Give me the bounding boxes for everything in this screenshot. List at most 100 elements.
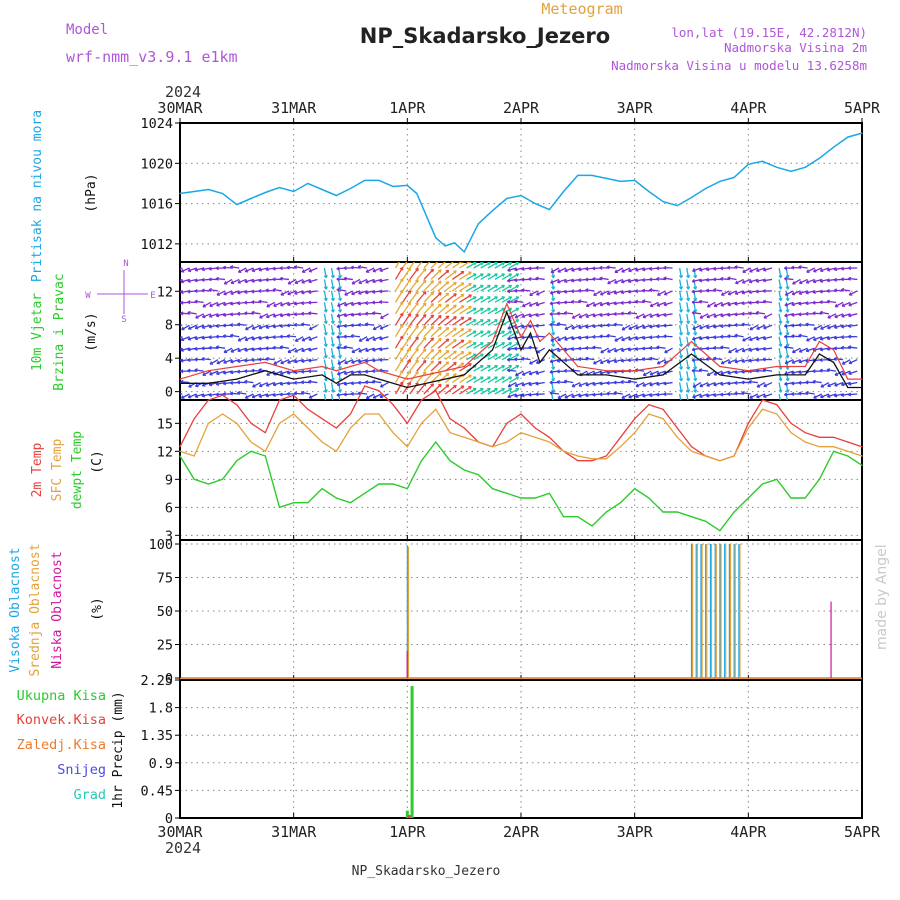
wind-arrow (301, 391, 311, 395)
wind-arrow (265, 358, 275, 361)
wind-arrow-head (272, 277, 276, 282)
wind-arrow (444, 361, 457, 372)
wind-arrow (813, 324, 823, 331)
temp-dewpt-point (690, 516, 693, 518)
wind-arrow-head (628, 268, 632, 273)
wind-arrow (735, 278, 744, 284)
wind-arrow (693, 313, 697, 324)
wind-arrow-head (792, 281, 796, 285)
wind-arrow-head (742, 269, 746, 273)
wind-arrow (635, 393, 645, 398)
wind-arrow-head (734, 291, 739, 296)
wind-arrow (237, 347, 247, 352)
temp-sfc-point (577, 455, 579, 457)
wind-arrow (508, 284, 520, 292)
pressure-point (790, 170, 792, 172)
wind-arrow-head (679, 343, 683, 347)
wind-arrow-head (748, 347, 753, 352)
wind-arrow (734, 359, 744, 363)
wind-arrow-head (563, 310, 568, 316)
pressure-point (847, 136, 849, 138)
pressure-point (662, 200, 664, 203)
wind-arrow (451, 328, 465, 338)
wind-arrow-head (308, 326, 313, 331)
wind-speed-alt-point (349, 365, 352, 368)
wind-speed-alt-point (506, 303, 508, 305)
precip-legend-graupel: Grad (73, 787, 106, 803)
wind-arrow-head (785, 309, 790, 313)
wind-arrow-head (453, 293, 457, 297)
wind-arrow-head (501, 364, 505, 369)
wind-arrow (820, 336, 830, 340)
wind-arrow (599, 335, 609, 338)
wind-arrow-head (705, 277, 710, 282)
wind-arrow-head (692, 326, 696, 330)
temp-2m-point (790, 422, 792, 424)
wind-arrow-head (286, 302, 291, 307)
wind-arrow-head (430, 360, 434, 364)
wind-arrow (473, 330, 484, 338)
wind-arrow (585, 381, 595, 386)
wind-arrow-head (679, 389, 683, 393)
temp-sfc-point (364, 413, 366, 415)
wind-arrow (266, 370, 276, 376)
wind-arrow-head (379, 299, 383, 305)
wind-arrow (791, 301, 801, 306)
pressure-frame (179, 122, 863, 263)
wind-arrow-head (308, 311, 312, 316)
wind-arrow (459, 363, 472, 372)
wind-speed-alt-point (719, 365, 721, 368)
wind-arrow (209, 301, 219, 307)
wind-arrow-head (258, 325, 263, 330)
wind-arrow (643, 370, 652, 376)
wind-arrow-head (656, 360, 661, 365)
wind-arrow (351, 359, 361, 364)
wind-arrow (791, 335, 801, 338)
wind-arrow (592, 381, 602, 386)
temp-dewpt-point (364, 492, 366, 494)
wind-arrow (466, 342, 477, 349)
wind-arrow-head (351, 349, 355, 354)
wind-arrow-head (528, 324, 532, 329)
wind-arrow-head (301, 358, 305, 363)
cloud-ytick-label: 50 (157, 604, 173, 620)
wind-arrow-head (521, 303, 526, 308)
wind-arrow (201, 324, 211, 329)
wind-arrow-head (215, 324, 220, 329)
wind-arrow (679, 313, 683, 324)
wind-arrow (713, 301, 723, 307)
temp-2m-point (506, 422, 508, 424)
wind-speed-alt-point (804, 365, 806, 368)
wind-speed-alt-point (236, 365, 238, 368)
wind-arrow (358, 359, 368, 363)
wind-arrow (600, 359, 609, 364)
wind-arrow-head (215, 334, 219, 339)
wind-arrow (501, 262, 512, 269)
wind-arrow (799, 347, 808, 353)
temp-2m-point (847, 441, 849, 443)
pressure-point (818, 157, 820, 159)
wind-arrow (649, 370, 659, 376)
wind-arrow-head (762, 278, 767, 283)
wind-arrow-head (460, 362, 465, 367)
wind-arrow-head (551, 332, 556, 336)
temp-2m-point (804, 432, 806, 434)
wind-arrow-head (422, 348, 427, 352)
wind-arrow (209, 370, 219, 376)
wind-arrow-head (833, 288, 837, 293)
wind-arrow (409, 370, 419, 383)
wind-arrow-head (564, 337, 568, 341)
precip-side-labels: Ukupna Kisa Konvek.Kisa Zaledj.Kisa Snij… (17, 688, 126, 809)
wind-arrow-head (308, 379, 312, 384)
wind-arrow (812, 380, 822, 384)
wind-arrow (437, 361, 450, 372)
wind-arrow (259, 381, 268, 387)
wind-arrow-head (713, 314, 717, 318)
wind-arrow (494, 262, 505, 269)
pressure-point (804, 166, 806, 168)
wind-arrow-head (473, 262, 477, 266)
wind-arrow (459, 262, 471, 269)
wind-arrow-head (634, 346, 639, 352)
pressure-point (761, 160, 764, 162)
wind-arrow-head (174, 338, 177, 341)
